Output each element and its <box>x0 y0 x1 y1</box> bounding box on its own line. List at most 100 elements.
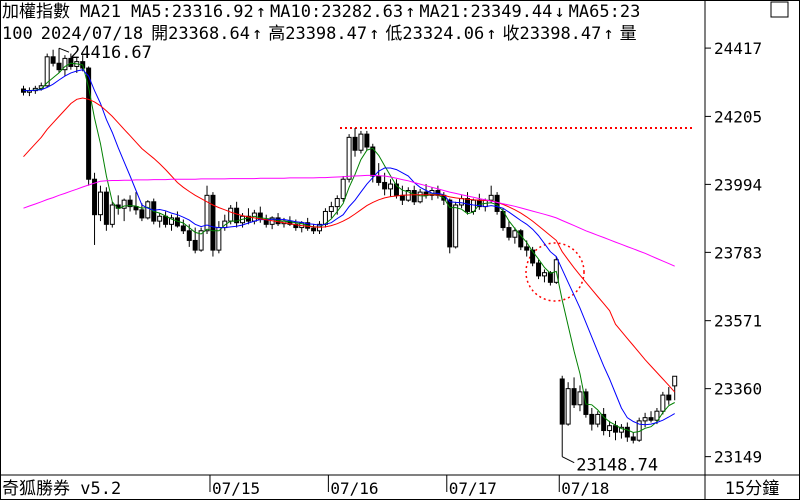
candle-body <box>163 215 169 225</box>
plot-area: 24416.67 23148.74 <box>21 43 692 476</box>
candle-body <box>109 204 115 225</box>
candle-body <box>192 239 198 251</box>
quote-item: 收23398.47 <box>503 24 602 44</box>
y-tick-label: 23149 <box>714 448 762 467</box>
high-annotation: 24416.67 <box>70 43 152 63</box>
candle-body <box>234 207 240 224</box>
y-tick-label: 23360 <box>714 380 762 399</box>
quote-date: 2024/07/18 <box>41 24 143 44</box>
quote-item: 低23324.06 <box>385 24 484 44</box>
candle-body <box>388 183 394 190</box>
window-button[interactable] <box>770 1 789 18</box>
candle-body <box>376 175 382 183</box>
candle-body <box>571 388 577 406</box>
candle-body <box>506 227 512 238</box>
candle-body <box>642 417 648 422</box>
candle-body <box>358 133 364 151</box>
candle-body <box>186 230 192 241</box>
ma-line <box>23 174 675 267</box>
candle-body <box>198 230 204 251</box>
candle-body <box>541 272 547 277</box>
candle-body <box>530 249 536 264</box>
candle-body <box>180 225 186 232</box>
candle-body <box>666 394 672 401</box>
candle-body <box>311 227 317 232</box>
footer: 奇狐勝券 v5.2 <box>2 479 121 499</box>
candle-body <box>547 272 553 283</box>
candle-body <box>447 199 453 248</box>
candle-body <box>62 57 68 71</box>
candle-body <box>86 67 92 180</box>
low-annotation: 23148.74 <box>576 456 658 476</box>
candle-body <box>559 378 565 425</box>
y-tick-label: 24205 <box>714 107 762 126</box>
candle-body <box>624 426 630 438</box>
quote-trend: ↑ <box>252 24 262 44</box>
candle-body <box>133 206 139 211</box>
legend-entry: MA21:23349.44 <box>419 2 552 22</box>
candle-body <box>287 220 293 225</box>
quote-count: 100 <box>2 24 33 44</box>
candle-body <box>465 198 470 212</box>
candle-body <box>660 394 666 412</box>
candle-body <box>364 133 370 148</box>
candle-body <box>417 191 423 203</box>
candle-body <box>328 206 334 212</box>
legend-entry: MA10:23282.63 <box>270 2 403 22</box>
legend-trend: ↑ <box>405 2 415 22</box>
candle-body <box>654 410 660 421</box>
candle-body <box>145 201 151 219</box>
candle-body <box>512 230 518 238</box>
candle-body <box>139 209 145 219</box>
x-tick-label: 07/17 <box>449 479 497 498</box>
ma-line <box>23 62 675 434</box>
candle-body <box>607 425 613 432</box>
ma-line <box>23 69 675 426</box>
legend-trend: ↑ <box>256 2 266 22</box>
x-tick-label: 07/16 <box>330 479 378 498</box>
candle-body <box>589 413 595 425</box>
y-tick-label: 24417 <box>714 39 762 58</box>
candle-body <box>157 215 163 222</box>
y-tick-label: 23783 <box>714 243 762 262</box>
candle-body <box>577 391 583 406</box>
legend-entry: MA65:23 <box>569 2 641 22</box>
x-tick-label: 07/18 <box>561 479 609 498</box>
x-tick-label: 07/15 <box>212 479 260 498</box>
candle-body <box>393 183 399 196</box>
y-tick-label: 23994 <box>714 175 762 194</box>
candle-body <box>92 178 98 216</box>
quote-tail: 量 <box>620 24 637 44</box>
legend-entry: MA5:23316.92 <box>131 2 254 22</box>
indicator: MA21 <box>80 2 121 22</box>
candle-body <box>334 198 340 208</box>
candle-body <box>228 207 234 222</box>
candle-body <box>630 436 636 441</box>
candle-body <box>648 417 654 421</box>
candle-body <box>210 194 216 251</box>
title: 加權指數 <box>2 2 70 22</box>
candle-body <box>346 136 352 180</box>
candle-body <box>204 194 210 232</box>
candle-body <box>595 413 601 425</box>
header: 加權指數 MA21 MA5:23316.92 ↑ MA10:23282.63 ↑ MA21:… <box>2 2 640 44</box>
candle-body <box>44 56 50 87</box>
candle-body <box>459 198 465 206</box>
candle-body <box>340 178 346 200</box>
quote-item: 高23398.47 <box>268 24 367 44</box>
candle-body <box>613 425 618 433</box>
candle-body <box>488 194 494 201</box>
candle-body <box>56 62 62 71</box>
candle-body <box>536 262 542 277</box>
candle-body <box>524 246 530 251</box>
candle-body <box>453 204 459 248</box>
candle-body <box>565 388 571 425</box>
candle-body <box>518 230 524 248</box>
candle-body <box>618 426 624 433</box>
quote-trend: ↑ <box>603 24 613 44</box>
candle-body <box>399 194 405 201</box>
candle-body <box>601 413 607 432</box>
